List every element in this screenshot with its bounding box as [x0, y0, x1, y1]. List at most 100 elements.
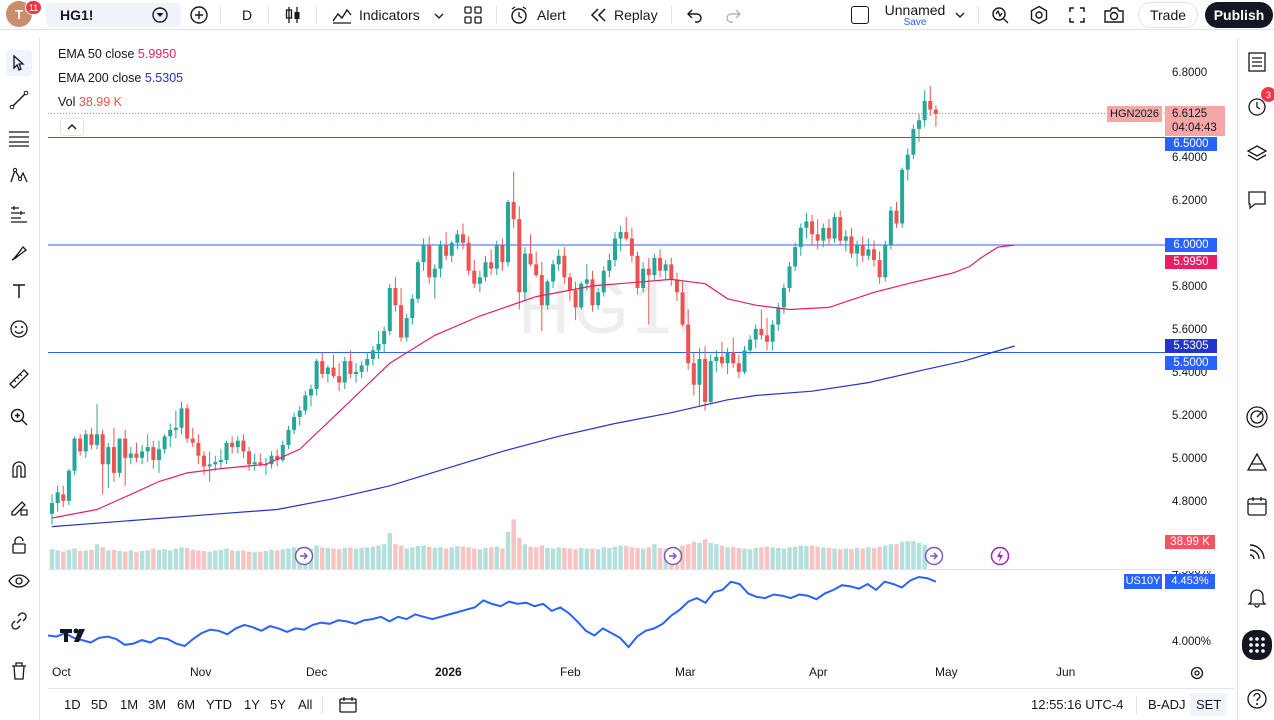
event-marker-icon[interactable] [924, 546, 944, 571]
candle-body [404, 318, 409, 338]
range-6m[interactable]: 6M [177, 697, 196, 712]
settings-icon[interactable] [1029, 3, 1049, 27]
watchlist-icon[interactable] [1244, 49, 1270, 75]
alert-label: Alert [537, 7, 566, 23]
volume-bar [190, 549, 195, 569]
ema50-legend[interactable]: EMA 50 close 5.9950 [58, 47, 176, 61]
volume-bar [404, 548, 409, 569]
text-icon[interactable] [6, 278, 32, 304]
layout-name-button[interactable]: Unnamed Save [880, 2, 950, 28]
volume-bar [94, 544, 100, 569]
alerts-icon[interactable]: 3 [1244, 87, 1274, 119]
camera-icon[interactable] [1103, 3, 1125, 27]
interval-button[interactable]: D [242, 7, 253, 23]
alert-button[interactable]: Alert [509, 3, 566, 27]
fib-retracement-icon[interactable] [6, 125, 32, 151]
goto-date-icon[interactable] [338, 696, 358, 719]
volume-bar [787, 547, 792, 569]
volume-bar [888, 544, 894, 569]
news-feed-icon[interactable] [1244, 539, 1270, 565]
volume-bar [89, 549, 94, 569]
trash-icon[interactable] [6, 658, 32, 684]
layout-chevron-down-icon[interactable] [955, 3, 965, 27]
volume-legend[interactable]: Vol 38.99 K [58, 95, 122, 109]
zoom-in-icon[interactable] [6, 404, 32, 430]
publish-button[interactable]: Publish [1205, 2, 1273, 28]
notifications-icon[interactable] [1244, 584, 1270, 610]
axis-settings-icon[interactable] [1189, 665, 1205, 686]
price-tick: 6.8000 [1172, 67, 1208, 79]
ema200-legend[interactable]: EMA 200 close 5.5305 [58, 71, 183, 85]
quick-search-icon[interactable] [990, 3, 1012, 27]
pane-divider[interactable] [48, 569, 1214, 570]
candle-body [399, 305, 404, 338]
lightning-marker-icon[interactable] [990, 546, 1010, 571]
indicators-button[interactable]: Indicators [331, 3, 444, 27]
emoji-icon[interactable] [6, 316, 32, 342]
candle-body [66, 470, 71, 501]
pattern-icon[interactable] [6, 163, 32, 189]
range-5y[interactable]: 5Y [270, 697, 286, 712]
candle-body [489, 262, 494, 269]
ruler-icon[interactable] [6, 366, 32, 392]
chevron-down-icon[interactable] [434, 7, 444, 23]
range-1d[interactable]: 1D [64, 697, 81, 712]
eye-icon[interactable] [6, 568, 32, 594]
user-avatar[interactable]: T 11 [6, 0, 42, 27]
range-all[interactable]: All [298, 697, 313, 712]
trend-line-icon[interactable] [6, 87, 32, 113]
candle-body [680, 292, 685, 325]
event-marker-icon[interactable] [294, 546, 314, 571]
forecasting-icon[interactable] [6, 201, 32, 227]
chart-area[interactable]: HG1! EMA 50 close 5.9950 EMA 200 close 5… [48, 38, 1228, 688]
draw-lock-icon[interactable] [6, 494, 32, 520]
candle-body [168, 429, 173, 437]
collapse-legend-button[interactable] [60, 118, 84, 136]
chat-icon[interactable] [1244, 187, 1270, 213]
volume-bar [359, 547, 364, 569]
brush-icon[interactable] [6, 240, 32, 266]
lock-icon[interactable] [6, 532, 32, 558]
range-5d[interactable]: 5D [91, 697, 108, 712]
candle-body [218, 460, 223, 463]
trade-button[interactable]: Trade [1138, 2, 1198, 28]
compare-icon[interactable] [151, 6, 169, 27]
redo-icon[interactable] [724, 3, 742, 27]
add-symbol-icon[interactable] [189, 3, 209, 27]
tradingview-logo-icon[interactable] [60, 627, 92, 648]
range-1y[interactable]: 1Y [244, 697, 260, 712]
back-adjust-toggle[interactable]: B-ADJ [1148, 697, 1186, 712]
symbol-search[interactable]: HG1! [46, 3, 181, 27]
undo-icon[interactable] [686, 3, 704, 27]
us10y-tag: US10Y [1124, 574, 1162, 589]
candle-body [117, 438, 122, 473]
candle-body [472, 270, 477, 284]
ideas-icon[interactable] [1244, 449, 1270, 475]
session-toggle[interactable]: SET [1190, 693, 1228, 716]
price-tick: 5.8000 [1172, 281, 1208, 293]
link-icon[interactable] [6, 608, 32, 634]
range-1m[interactable]: 1M [120, 697, 139, 712]
range-3m[interactable]: 3M [148, 697, 167, 712]
us10y-tick: 4.000% [1172, 636, 1212, 648]
event-marker-icon[interactable] [663, 546, 683, 571]
candle-body [855, 245, 860, 254]
object-tree-icon[interactable] [1244, 141, 1270, 167]
apps-grid-icon[interactable] [1242, 630, 1272, 660]
layout-checkbox[interactable] [851, 3, 869, 27]
calendar-icon[interactable] [1244, 493, 1270, 519]
clock-timezone[interactable]: 12:55:16 UTC-4 [1031, 697, 1124, 712]
ema200-line [51, 345, 1015, 528]
price-tick: 5.6000 [1172, 324, 1208, 336]
candles-icon[interactable] [283, 3, 303, 27]
fullscreen-icon[interactable] [1067, 3, 1087, 27]
cursor-icon[interactable] [6, 50, 32, 76]
replay-button[interactable]: Replay [590, 3, 658, 27]
technicals-icon[interactable] [1244, 404, 1270, 430]
magnet-icon[interactable] [6, 456, 32, 482]
help-icon[interactable] [1244, 686, 1270, 712]
drawing-toolbar [0, 38, 40, 720]
layouts-icon[interactable] [463, 3, 483, 27]
symbol-price-tag: HGN2026 [1107, 106, 1162, 122]
range-ytd[interactable]: YTD [206, 697, 232, 712]
